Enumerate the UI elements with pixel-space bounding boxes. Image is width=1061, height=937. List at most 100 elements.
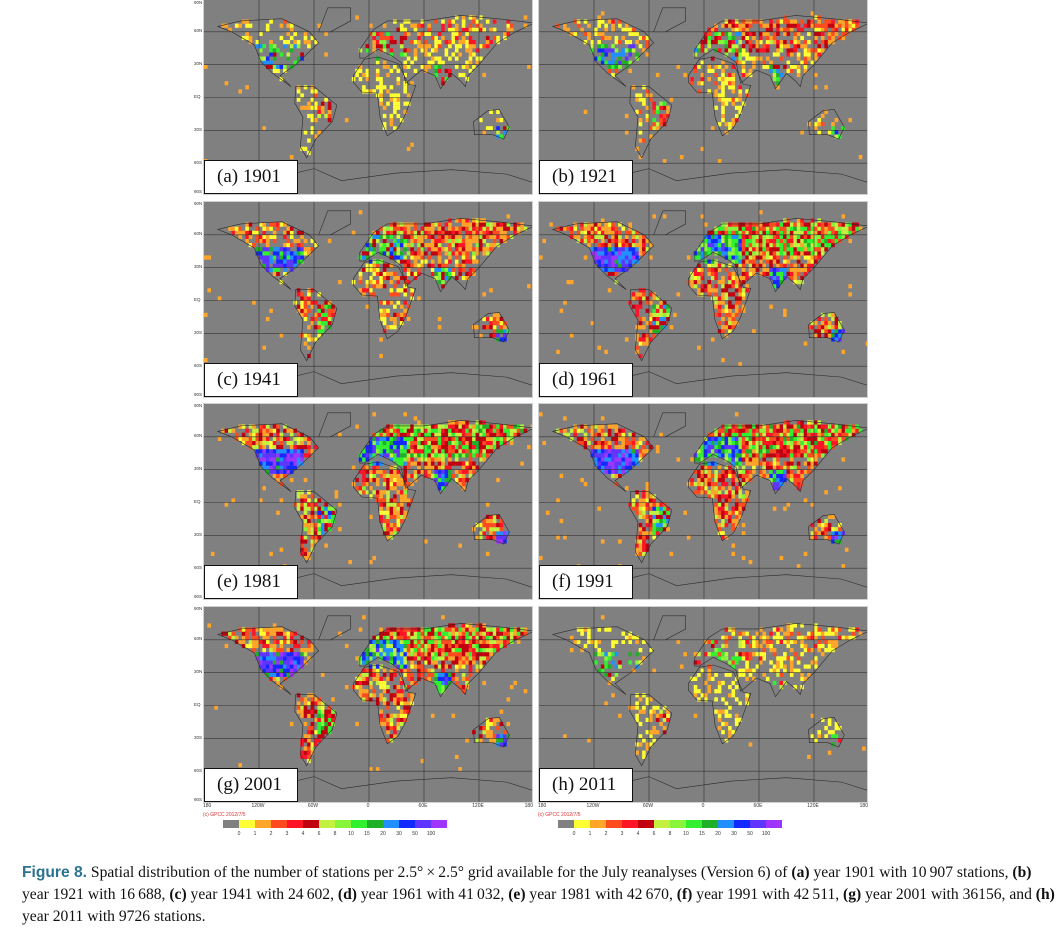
station-cell xyxy=(300,93,304,98)
station-cell xyxy=(638,304,643,309)
station-cell xyxy=(434,453,438,458)
station-cell xyxy=(389,234,394,239)
station-cell xyxy=(262,126,266,131)
station-cell xyxy=(738,255,742,260)
station-cell xyxy=(604,23,608,28)
station-cell xyxy=(779,226,784,231)
station-cell xyxy=(485,551,490,556)
station-cell xyxy=(710,271,715,276)
station-cell xyxy=(618,243,622,248)
station-cell xyxy=(635,543,639,548)
station-cell xyxy=(618,60,622,65)
station-cell xyxy=(307,440,311,446)
station-cell xyxy=(382,316,387,322)
station-cell xyxy=(241,424,246,429)
station-cell xyxy=(279,672,284,677)
station-cell xyxy=(738,109,742,114)
station-cell xyxy=(310,247,315,252)
station-cell xyxy=(659,527,663,532)
station-cell xyxy=(786,60,791,65)
station-cell xyxy=(283,652,287,657)
station-cell xyxy=(441,461,445,466)
station-cell xyxy=(403,308,407,313)
station-cell xyxy=(704,490,708,495)
station-cell xyxy=(624,130,629,135)
station-cell xyxy=(786,424,791,429)
station-cell xyxy=(824,226,828,231)
station-cell xyxy=(762,222,766,227)
station-cell xyxy=(594,27,598,32)
station-cell xyxy=(389,247,394,252)
station-cell xyxy=(296,436,301,441)
station-cell xyxy=(834,238,839,244)
station-cell xyxy=(461,27,466,32)
station-cell xyxy=(523,15,528,20)
station-cell xyxy=(372,445,376,450)
station-cell xyxy=(468,40,473,45)
station-cell xyxy=(468,48,473,53)
station-cell xyxy=(448,234,452,239)
station-cell xyxy=(279,469,284,474)
station-cell xyxy=(224,643,229,649)
station-cell xyxy=(820,23,825,28)
station-cell xyxy=(420,469,425,474)
station-cell xyxy=(503,428,507,433)
station-cell xyxy=(358,453,363,458)
station-cell xyxy=(389,436,394,441)
station-cell xyxy=(621,263,626,268)
station-cell xyxy=(369,560,373,565)
station-cell xyxy=(741,432,746,437)
station-cell xyxy=(793,477,797,483)
station-cell xyxy=(448,238,452,244)
station-cell xyxy=(721,329,725,334)
station-cell xyxy=(776,482,780,487)
station-cell xyxy=(503,535,507,540)
station-cell xyxy=(255,226,260,231)
station-cell xyxy=(628,440,632,446)
station-cell xyxy=(600,35,605,41)
station-cell xyxy=(649,527,653,532)
station-cell xyxy=(403,280,407,285)
station-cell xyxy=(734,321,739,326)
station-cell xyxy=(417,271,421,276)
station-cell xyxy=(724,230,729,235)
station-cell xyxy=(793,445,797,450)
station-cell xyxy=(741,19,746,24)
station-cell xyxy=(468,461,473,466)
station-cell xyxy=(430,226,435,231)
station-cell xyxy=(303,498,308,503)
station-cell xyxy=(841,19,846,24)
station-cell xyxy=(317,23,321,28)
station-cell xyxy=(379,85,383,90)
station-cell xyxy=(245,635,249,640)
station-cell xyxy=(714,64,718,69)
station-cell xyxy=(741,271,746,276)
station-cell xyxy=(783,31,787,36)
station-cell xyxy=(714,31,718,36)
station-cell xyxy=(420,263,425,268)
station-cell xyxy=(396,432,401,437)
station-cell xyxy=(604,60,608,65)
station-cell xyxy=(482,316,486,322)
station-cell xyxy=(448,440,452,446)
station-cell xyxy=(662,312,667,317)
station-cell xyxy=(697,251,701,256)
station-cell xyxy=(461,424,466,429)
station-cell xyxy=(231,230,236,235)
station-cell xyxy=(444,275,449,281)
station-cell xyxy=(755,432,760,437)
station-cell xyxy=(472,449,476,454)
station-cell xyxy=(503,230,507,235)
station-cell xyxy=(379,271,383,276)
station-cell xyxy=(600,238,605,244)
station-cell xyxy=(628,31,632,36)
station-cell xyxy=(745,255,749,260)
station-cell xyxy=(728,514,732,519)
station-cell xyxy=(707,288,711,293)
station-cell xyxy=(607,271,612,276)
station-cell xyxy=(389,482,394,487)
station-cell xyxy=(310,506,315,511)
station-cell xyxy=(717,230,722,235)
station-cell xyxy=(741,35,746,41)
station-cell xyxy=(817,255,821,260)
